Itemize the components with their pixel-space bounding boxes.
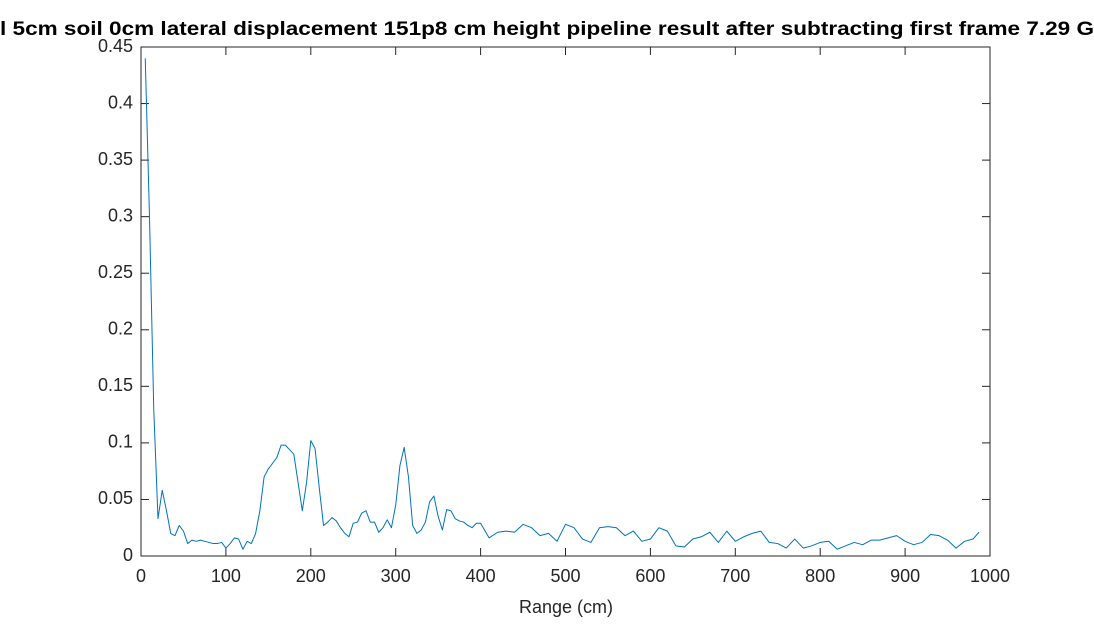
- y-tick-label: 0.05: [98, 488, 133, 508]
- x-tick-label: 0: [136, 566, 146, 586]
- plot-area: [140, 46, 991, 557]
- x-tick-label: 900: [890, 566, 920, 586]
- x-tick-label: 200: [296, 566, 326, 586]
- y-tick-label: 0.45: [98, 36, 133, 56]
- x-axis-label: Range (cm): [519, 597, 613, 617]
- x-tick-label: 300: [381, 566, 411, 586]
- y-tick-label: 0.4: [108, 92, 133, 112]
- y-tick-label: 0.35: [98, 149, 133, 169]
- y-tick-label: 0.3: [108, 205, 133, 225]
- y-tick-label: 0.1: [108, 432, 133, 452]
- data-line: [144, 58, 980, 550]
- x-tick-label: 100: [211, 566, 241, 586]
- x-tick-label: 700: [720, 566, 750, 586]
- y-tick-label: 0.15: [98, 375, 133, 395]
- x-tick-label: 1000: [970, 566, 1010, 586]
- x-tick-label: 600: [635, 566, 665, 586]
- y-tick-label: 0.25: [98, 262, 133, 282]
- x-tick-label: 800: [805, 566, 835, 586]
- chart-title: l 5cm soil 0cm lateral displacement 151p…: [0, 19, 1094, 40]
- y-tick-label: 0.2: [108, 319, 133, 339]
- y-tick-label: 0: [123, 545, 133, 565]
- x-tick-label: 400: [466, 566, 496, 586]
- x-tick-label: 500: [550, 566, 580, 586]
